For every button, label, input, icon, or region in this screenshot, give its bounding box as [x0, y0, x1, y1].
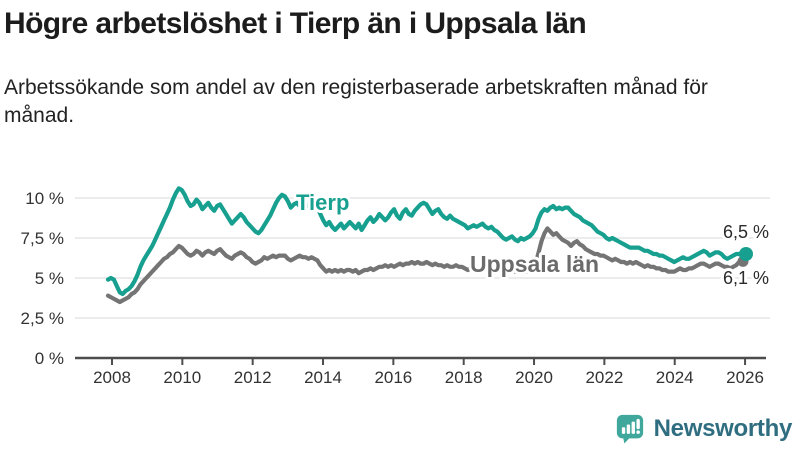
series-label-tierp: Tierp [296, 190, 349, 215]
y-axis-label: 7,5 % [21, 229, 64, 248]
tierp-end-dot [739, 247, 753, 261]
x-axis-label: 2014 [304, 368, 342, 387]
end-value-label-tierp: 6,5 % [723, 222, 769, 242]
end-value-label-uppsala: 6,1 % [723, 268, 769, 288]
newsworthy-logo: Newsworthy [615, 413, 792, 444]
newsworthy-chart-bubble-icon [616, 414, 643, 444]
x-axis-label: 2012 [234, 368, 272, 387]
x-axis-label: 2008 [93, 368, 131, 387]
x-axis-label: 2026 [726, 368, 764, 387]
y-axis-label: 0 % [35, 349, 64, 368]
newsworthy-logo-text: Newsworthy [653, 414, 793, 442]
series-line-1 [105, 226, 748, 305]
x-axis-label: 2024 [656, 368, 694, 387]
x-axis-label: 2016 [374, 368, 412, 387]
page-title: Högre arbetslöshet i Tierp än i Uppsala … [4, 7, 587, 40]
series-label-uppsala: Uppsala län [470, 251, 599, 277]
x-axis-label: 2010 [163, 368, 201, 387]
page-subtitle: Arbetssökande som andel av den registerb… [4, 76, 708, 128]
x-axis-label: 2018 [445, 368, 483, 387]
y-axis-label: 2,5 % [21, 309, 64, 328]
y-axis-label: 5 % [35, 269, 64, 288]
y-axis-label: 10 % [25, 189, 64, 208]
x-axis-label: 2022 [585, 368, 623, 387]
x-axis-label: 2020 [515, 368, 553, 387]
series-line-0 [105, 186, 748, 297]
